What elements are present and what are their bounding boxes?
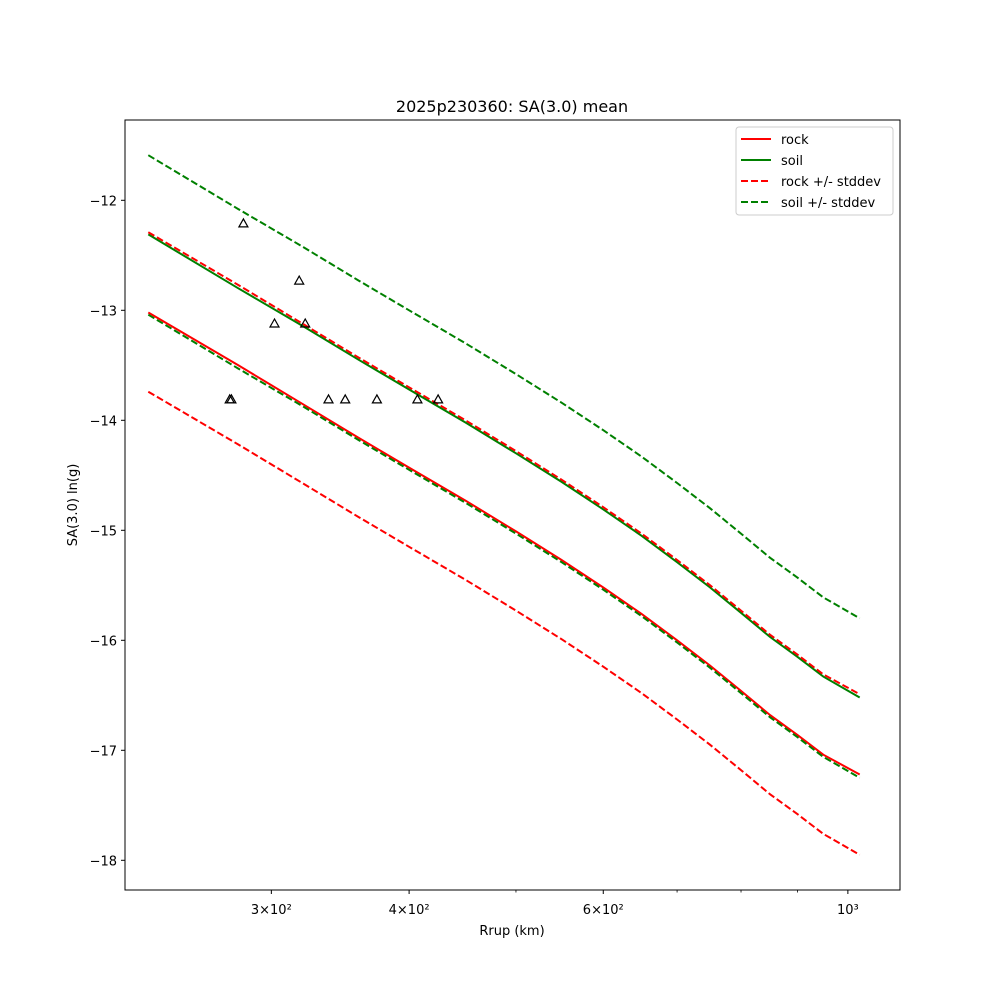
- y-tick-label: −13: [90, 304, 117, 319]
- x-tick-label: 10³: [837, 903, 859, 918]
- observation-point: [237, 217, 249, 228]
- observation-point: [371, 393, 383, 404]
- y-tick-label: −14: [90, 414, 117, 429]
- plot-area: [147, 154, 861, 856]
- plot-frame: [124, 119, 901, 891]
- legend: rock soil rock +/- stddev soil +/- stddev: [735, 126, 894, 216]
- x-tick-label: 4×10²: [389, 903, 430, 918]
- observation-point: [411, 393, 423, 404]
- legend-label: soil: [781, 154, 803, 169]
- x-tick-label: 6×10²: [583, 903, 624, 918]
- observation-point: [322, 393, 335, 404]
- observation-point: [299, 317, 311, 328]
- legend-label: soil +/- stddev: [781, 196, 876, 211]
- series-line-4: [147, 154, 861, 620]
- y-tick-label: −17: [90, 744, 117, 759]
- observation-point: [432, 393, 444, 404]
- series-line-3: [147, 390, 861, 856]
- x-axis-label: Rrup (km): [479, 924, 544, 939]
- series-line-1: [147, 233, 861, 699]
- y-tick-label: −12: [90, 194, 117, 209]
- axes: −12 −13 −14 −15 −16 −17 −18 3×10² 4×10² 6×10² 10³: [90, 194, 859, 918]
- observation-point: [293, 274, 305, 285]
- y-tick-label: −15: [90, 524, 117, 539]
- series-line-0: [147, 311, 861, 776]
- legend-label: rock +/- stddev: [781, 175, 881, 190]
- observation-point: [268, 317, 281, 328]
- series-line-2: [147, 231, 861, 696]
- chart-title: 2025p230360: SA(3.0) mean: [396, 97, 628, 116]
- series-line-5: [147, 313, 861, 779]
- observation-point: [225, 393, 237, 404]
- legend-label: rock: [781, 133, 809, 148]
- y-tick-label: −18: [90, 854, 117, 869]
- y-axis-label: SA(3.0) ln(g): [66, 464, 81, 547]
- observation-point: [339, 393, 351, 404]
- x-tick-label: 3×10²: [251, 903, 292, 918]
- y-tick-label: −16: [90, 634, 117, 649]
- legend-box: [735, 126, 894, 216]
